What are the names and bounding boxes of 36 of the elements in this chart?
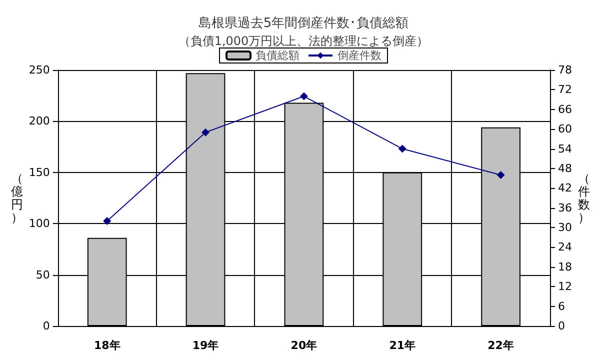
legend-label: 負債総額	[256, 49, 300, 62]
point	[300, 92, 308, 100]
y2-tick-label: 24	[558, 240, 572, 254]
x-tick-label: 22年	[488, 339, 514, 352]
y-tick-label: 250	[28, 64, 50, 76]
x-tick-label: 19年	[192, 339, 219, 352]
y2-tick-label: 48	[558, 162, 572, 175]
y2-tick-label: 0	[558, 320, 565, 332]
y-tick-label: 150	[28, 166, 50, 179]
legend-label: 倒産件数	[338, 49, 382, 62]
y-tick-label: 200	[28, 114, 50, 128]
point	[202, 128, 210, 136]
y-axis-title: （億円）	[11, 172, 23, 224]
point	[496, 171, 505, 180]
y2-tick-label: 60	[558, 122, 572, 136]
y2-tick-label: 54	[558, 142, 572, 156]
y2-tick-label: 78	[558, 64, 572, 76]
chart-subtitle: （負債1,000万円以上、法的整理による倒産）	[178, 34, 429, 48]
point	[398, 144, 406, 153]
y2-tick-label: 66	[558, 102, 572, 116]
y2-axis-title: （件数）	[578, 172, 590, 224]
y-tick-label: 0	[42, 320, 50, 332]
y-tick-label: 100	[28, 217, 50, 230]
y2-tick-label: 30	[558, 221, 572, 234]
y-tick-label: 50	[36, 268, 50, 282]
y2-tick-label: 12	[558, 280, 572, 294]
x-tick-label: 20年	[290, 339, 318, 352]
y2-tick-label: 42	[558, 182, 572, 195]
x-tick-label: 21年	[389, 339, 416, 352]
point	[103, 216, 112, 225]
y2-tick-label: 36	[558, 201, 572, 214]
y2-tick-label: 6	[558, 300, 565, 313]
x-tick-label: 18年	[94, 339, 120, 352]
y2-tick-label: 18	[558, 260, 572, 274]
chart-title: 島根県過去5年間倒産件数･負債総額	[198, 15, 409, 31]
y2-tick-label: 72	[558, 83, 572, 96]
